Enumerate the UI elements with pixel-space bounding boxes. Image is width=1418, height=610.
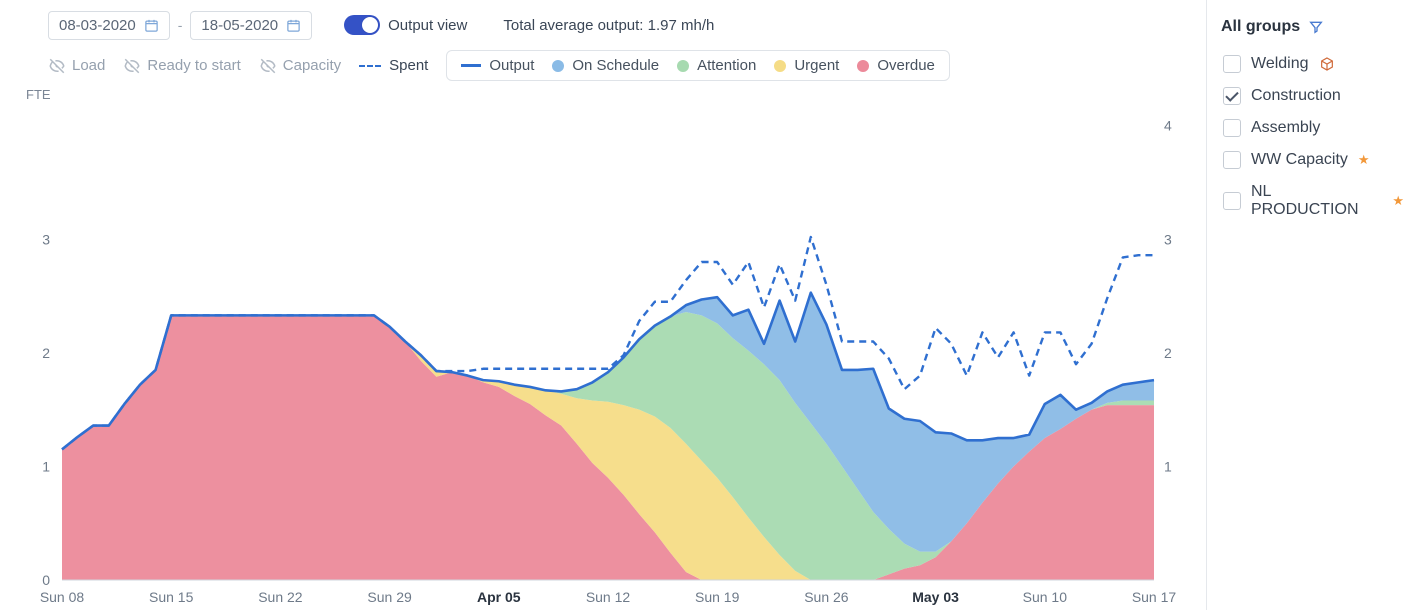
legend-urgent-label: Urgent xyxy=(794,57,839,74)
sidebar-title: All groups xyxy=(1221,18,1300,36)
svg-text:3: 3 xyxy=(1164,231,1172,247)
svg-text:Sun 29: Sun 29 xyxy=(367,589,412,605)
calendar-icon xyxy=(286,18,301,33)
date-end-input[interactable]: 18-05-2020 xyxy=(190,11,312,40)
series-toggle-spent-label: Spent xyxy=(389,57,428,74)
output-view-toggle[interactable] xyxy=(344,15,380,35)
series-toggle-ready[interactable]: Ready to start xyxy=(123,57,240,75)
legend-attention-label: Attention xyxy=(697,57,756,74)
eye-off-icon xyxy=(259,57,277,75)
dashed-line-icon xyxy=(359,65,381,67)
groups-sidebar: All groups Welding Construction Assembly WW… xyxy=(1206,0,1418,610)
date-end-value: 18-05-2020 xyxy=(201,17,278,34)
svg-text:3: 3 xyxy=(42,231,50,247)
sidebar-item[interactable]: Construction xyxy=(1221,80,1406,112)
chart-svg: 0 1 2 3 1 2 3 4 Sun 08 Sun 15 Sun 22 Sun 29 Apr 05 Su… xyxy=(12,89,1194,610)
series-toggle-spent[interactable]: Spent xyxy=(359,57,428,74)
sidebar-item-label: Welding xyxy=(1251,55,1309,73)
legend-output-label: Output xyxy=(489,57,534,74)
checkbox[interactable] xyxy=(1223,151,1241,169)
svg-text:2: 2 xyxy=(42,345,50,361)
legend-box: Output On Schedule Attention Urgent Over… xyxy=(446,50,950,81)
star-icon: ★ xyxy=(1358,152,1370,168)
svg-text:Sun 10: Sun 10 xyxy=(1023,589,1068,605)
svg-text:Sun 19: Sun 19 xyxy=(695,589,740,605)
sidebar-item[interactable]: Assembly xyxy=(1221,112,1406,144)
legend-on-schedule[interactable]: On Schedule xyxy=(552,57,659,74)
calendar-icon xyxy=(144,18,159,33)
svg-text:Sun 26: Sun 26 xyxy=(804,589,849,605)
svg-text:Sun 17: Sun 17 xyxy=(1132,589,1177,605)
checkbox[interactable] xyxy=(1223,87,1241,105)
eye-off-icon xyxy=(48,57,66,75)
legend-overdue-label: Overdue xyxy=(877,57,935,74)
sidebar-item[interactable]: NL PRODUCTION ★ xyxy=(1221,176,1406,226)
legend-urgent[interactable]: Urgent xyxy=(774,57,839,74)
series-toggle-capacity-label: Capacity xyxy=(283,57,341,74)
line-swatch-icon xyxy=(461,64,481,67)
checkbox[interactable] xyxy=(1223,119,1241,137)
legend-output[interactable]: Output xyxy=(461,57,534,74)
svg-text:Sun 15: Sun 15 xyxy=(149,589,194,605)
sidebar-item-label: Construction xyxy=(1251,87,1341,105)
total-average-output: Total average output: 1.97 mh/h xyxy=(503,17,714,34)
svg-text:4: 4 xyxy=(1164,118,1172,134)
eye-off-icon xyxy=(123,57,141,75)
series-toggle-capacity[interactable]: Capacity xyxy=(259,57,341,75)
date-start-input[interactable]: 08-03-2020 xyxy=(48,11,170,40)
sidebar-item-label: Assembly xyxy=(1251,119,1320,137)
sidebar-item-label: NL PRODUCTION xyxy=(1251,183,1382,219)
date-start-value: 08-03-2020 xyxy=(59,17,136,34)
sidebar-item-label: WW Capacity xyxy=(1251,151,1348,169)
svg-text:Sun 08: Sun 08 xyxy=(40,589,85,605)
sidebar-item[interactable]: Welding xyxy=(1221,48,1406,80)
series-toggle-load[interactable]: Load xyxy=(48,57,105,75)
dot-swatch-icon xyxy=(677,60,689,72)
checkbox[interactable] xyxy=(1223,192,1241,210)
legend-on-schedule-label: On Schedule xyxy=(572,57,659,74)
legend-attention[interactable]: Attention xyxy=(677,57,756,74)
cube-icon xyxy=(1319,56,1335,72)
svg-text:Sun 22: Sun 22 xyxy=(258,589,303,605)
sidebar-item[interactable]: WW Capacity ★ xyxy=(1221,144,1406,176)
svg-text:2: 2 xyxy=(1164,345,1172,361)
svg-text:1: 1 xyxy=(42,458,50,474)
output-view-label: Output view xyxy=(388,17,467,34)
svg-text:1: 1 xyxy=(1164,458,1172,474)
checkbox[interactable] xyxy=(1223,55,1241,73)
star-icon: ★ xyxy=(1392,193,1404,209)
series-toggle-load-label: Load xyxy=(72,57,105,74)
filter-icon[interactable] xyxy=(1308,19,1324,35)
svg-text:0: 0 xyxy=(42,572,50,588)
dot-swatch-icon xyxy=(857,60,869,72)
output-chart: FTE 0 1 2 3 1 2 3 4 Sun 08 Sun 15 Sun 22 Sun 29 Apr … xyxy=(12,89,1194,610)
legend-overdue[interactable]: Overdue xyxy=(857,57,935,74)
svg-text:Sun 12: Sun 12 xyxy=(586,589,631,605)
series-toggle-ready-label: Ready to start xyxy=(147,57,240,74)
y-axis-left-label: FTE xyxy=(26,87,51,102)
svg-text:May 03: May 03 xyxy=(912,589,959,605)
svg-text:Apr 05: Apr 05 xyxy=(477,589,521,605)
date-range-separator: - xyxy=(178,17,183,33)
dot-swatch-icon xyxy=(552,60,564,72)
dot-swatch-icon xyxy=(774,60,786,72)
